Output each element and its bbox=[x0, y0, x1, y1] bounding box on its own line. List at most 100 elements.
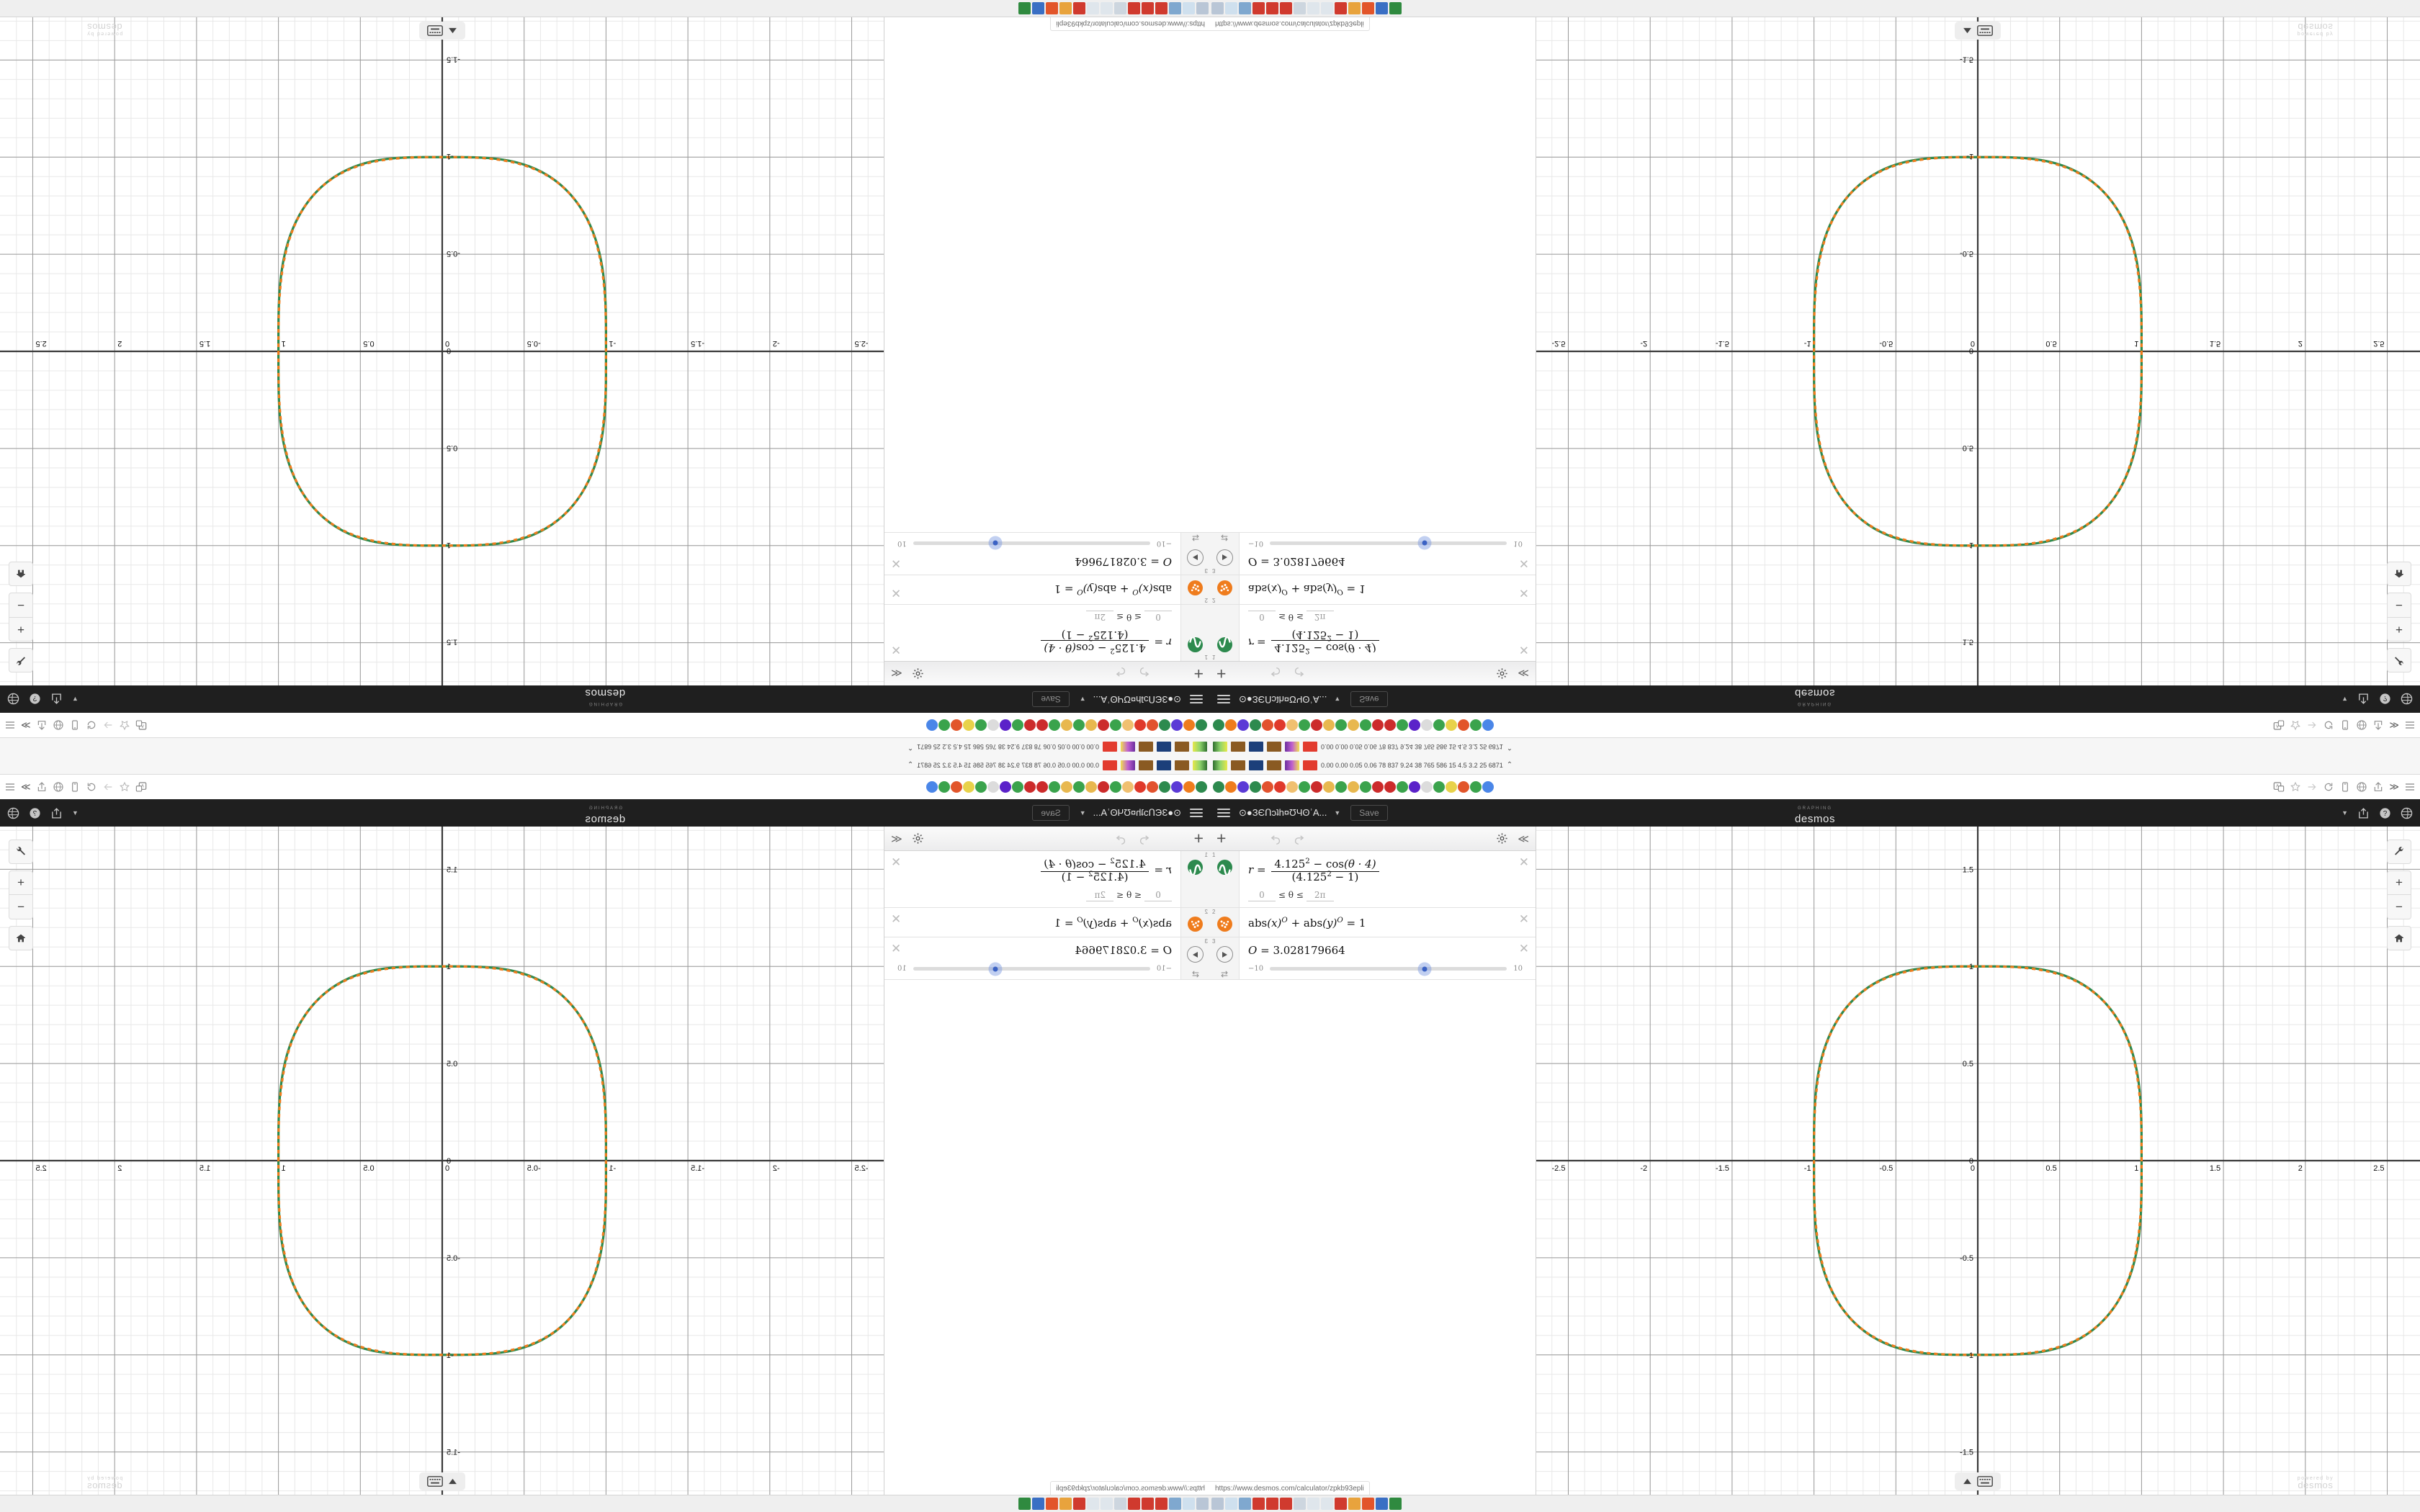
header-caret-down-icon[interactable]: ▼ bbox=[72, 696, 79, 703]
expression-body[interactable]: ✕ r = 4.1252 − cos(θ · 4) (4.1252 − 1) bbox=[884, 605, 1180, 661]
delete-expression-button[interactable]: ✕ bbox=[1518, 912, 1529, 926]
undo-icon[interactable] bbox=[1137, 832, 1151, 845]
menu-icon[interactable] bbox=[2404, 719, 2416, 731]
taskbar-item[interactable] bbox=[1142, 1498, 1154, 1510]
redo-icon[interactable] bbox=[1292, 832, 1306, 845]
domain-min-input[interactable]: 0 bbox=[1144, 890, 1172, 901]
play-button-icon[interactable] bbox=[1216, 549, 1233, 566]
expression-body[interactable]: ✕ O = 3.028179664 −10 10 bbox=[884, 533, 1180, 575]
implicit-curve-icon[interactable] bbox=[1216, 580, 1232, 595]
slider-knob[interactable] bbox=[1417, 536, 1432, 550]
share-icon[interactable] bbox=[50, 693, 63, 706]
taskbar-item[interactable] bbox=[1073, 1498, 1085, 1510]
graph-title[interactable]: ⊙●ЗЄՈɔʇһ¤ƱЧʘʾА... bbox=[1093, 807, 1181, 818]
keyboard-toggle-button[interactable] bbox=[1955, 22, 2001, 40]
graph-canvas[interactable]: -2.5 -2 -1.5 -1 -0.5 0 0.5 1 1.5 2 2.5 1.5 1 0.5 0 -0.5… bbox=[0, 17, 884, 685]
taskbar-item[interactable] bbox=[1321, 2, 1333, 14]
wrench-icon[interactable] bbox=[9, 840, 33, 864]
taskbar-item[interactable] bbox=[1239, 1498, 1251, 1510]
expression-body[interactable]: ✕ r = 4.1252 − cos(θ · 4) (4.1252 − 1) bbox=[1240, 605, 1536, 661]
domain-max-input[interactable]: 2π bbox=[1306, 890, 1334, 901]
keyboard-toggle-button[interactable] bbox=[419, 1472, 465, 1490]
taskbar-item[interactable] bbox=[1266, 1498, 1278, 1510]
translate-icon[interactable]: A bbox=[2273, 719, 2285, 731]
taskbar-item[interactable] bbox=[1294, 2, 1306, 14]
zoom-in-icon[interactable]: + bbox=[2387, 617, 2411, 642]
bookmark-tile[interactable] bbox=[1193, 742, 1207, 752]
reader-icon[interactable] bbox=[69, 719, 81, 731]
home-icon[interactable] bbox=[2387, 926, 2411, 950]
slider-track[interactable] bbox=[913, 962, 1150, 976]
reload-icon[interactable] bbox=[2323, 719, 2334, 731]
bookmark-tile[interactable] bbox=[1249, 742, 1263, 752]
save-button[interactable]: Save bbox=[1350, 691, 1388, 707]
taskbar-item[interactable] bbox=[1059, 1498, 1072, 1510]
bookmark-tile[interactable] bbox=[1249, 760, 1263, 770]
language-globe-icon[interactable] bbox=[2401, 693, 2413, 706]
slider-min-label[interactable]: −10 bbox=[1248, 965, 1264, 973]
expression-row-3[interactable]: 3 ⇄ ✕ O = 3.028179664 −10 10 bbox=[1210, 937, 1536, 980]
home-icon[interactable] bbox=[2387, 562, 2411, 586]
bookmark-tile[interactable] bbox=[1267, 742, 1281, 752]
expression-row-1[interactable]: 1 ✕ r = 4.1252 − cos(θ · 4) bbox=[1210, 604, 1536, 661]
menu-icon[interactable] bbox=[4, 781, 16, 793]
taskbar-item[interactable] bbox=[1155, 1498, 1168, 1510]
graph-canvas[interactable]: -2.5 -2 -1.5 -1 -0.5 0 0.5 1 1.5 2 2.5 1.5 1 0.5 0 -0.5… bbox=[1536, 17, 2420, 685]
taskbar-item[interactable] bbox=[1169, 2, 1181, 14]
expression-row-3[interactable]: 3 ⇄ ✕ O = 3.028179664 −10 10 bbox=[884, 532, 1210, 575]
swap-direction-icon[interactable]: ⇄ bbox=[1220, 533, 1229, 543]
globe-icon[interactable] bbox=[53, 719, 64, 731]
taskbar-item[interactable] bbox=[1101, 1498, 1113, 1510]
bookmark-badge[interactable] bbox=[1103, 742, 1117, 752]
implicit-curve-icon[interactable] bbox=[1216, 917, 1232, 932]
wrench-icon[interactable] bbox=[9, 648, 33, 672]
expression-row-2[interactable]: 2 ✕ abs(x)O + abs(y)O = 1 bbox=[884, 575, 1210, 604]
bookmark-tile[interactable] bbox=[1285, 742, 1299, 752]
implicit-curve-icon[interactable] bbox=[1188, 580, 1204, 595]
taskbar-item[interactable] bbox=[1307, 2, 1319, 14]
polar-curve-icon[interactable] bbox=[1188, 637, 1204, 652]
globe-icon[interactable] bbox=[2356, 719, 2367, 731]
taskbar-item[interactable] bbox=[1101, 2, 1113, 14]
bookmarks-overflow-icon[interactable]: ⌃ bbox=[907, 743, 914, 751]
delete-expression-button[interactable]: ✕ bbox=[891, 855, 902, 869]
taskbar-item[interactable] bbox=[1018, 2, 1031, 14]
taskbar-item[interactable] bbox=[1155, 2, 1168, 14]
delete-expression-button[interactable]: ✕ bbox=[891, 586, 902, 600]
gear-icon[interactable] bbox=[1496, 832, 1508, 845]
bookmark-tile[interactable] bbox=[1213, 760, 1227, 770]
taskbar-item[interactable] bbox=[1348, 1498, 1361, 1510]
bookmarks-bar[interactable]: 0.00 0.00 0.05 0.06 78 837 9.24 38 765 5… bbox=[0, 756, 1210, 775]
taskbar-item[interactable] bbox=[1211, 1498, 1224, 1510]
add-expression-button[interactable]: + bbox=[1193, 829, 1204, 847]
chevrons-icon[interactable]: ≫ bbox=[2389, 720, 2399, 731]
taskbar-item[interactable] bbox=[1196, 2, 1209, 14]
taskbar-item[interactable] bbox=[1239, 2, 1251, 14]
delete-expression-button[interactable]: ✕ bbox=[1518, 643, 1529, 657]
wrench-icon[interactable] bbox=[2387, 648, 2411, 672]
undo-icon[interactable] bbox=[1137, 667, 1151, 680]
globe-icon[interactable] bbox=[2356, 781, 2367, 793]
collapse-panel-button[interactable]: ≪ bbox=[1518, 832, 1529, 845]
share-icon[interactable] bbox=[36, 719, 48, 731]
translate-icon[interactable]: A bbox=[2273, 781, 2285, 793]
slider-max-label[interactable]: 10 bbox=[897, 539, 907, 547]
header-caret-down-icon[interactable]: ▼ bbox=[2341, 809, 2348, 816]
slider-track[interactable] bbox=[1270, 536, 1507, 550]
hamburger-menu-icon[interactable] bbox=[1190, 809, 1203, 817]
swap-direction-icon[interactable]: ⇄ bbox=[1191, 533, 1200, 543]
bookmarks-overflow-icon[interactable]: ⌃ bbox=[1506, 761, 1513, 769]
taskbar-item[interactable] bbox=[1280, 2, 1292, 14]
polar-domain[interactable]: 0 ≤ θ ≤ 2π bbox=[1248, 890, 1527, 901]
chevrons-icon[interactable]: ≫ bbox=[21, 720, 31, 731]
taskbar-item[interactable] bbox=[1046, 2, 1058, 14]
taskbar-item[interactable] bbox=[1225, 2, 1237, 14]
menu-icon[interactable] bbox=[2404, 781, 2416, 793]
slider-track[interactable] bbox=[1270, 962, 1507, 976]
bookmark-star-icon[interactable] bbox=[2290, 719, 2301, 731]
domain-max-input[interactable]: 2π bbox=[1086, 611, 1114, 622]
taskbar-item[interactable] bbox=[1032, 1498, 1044, 1510]
reload-icon[interactable] bbox=[86, 781, 97, 793]
taskbar-item[interactable] bbox=[1225, 1498, 1237, 1510]
taskbar-item[interactable] bbox=[1114, 1498, 1126, 1510]
